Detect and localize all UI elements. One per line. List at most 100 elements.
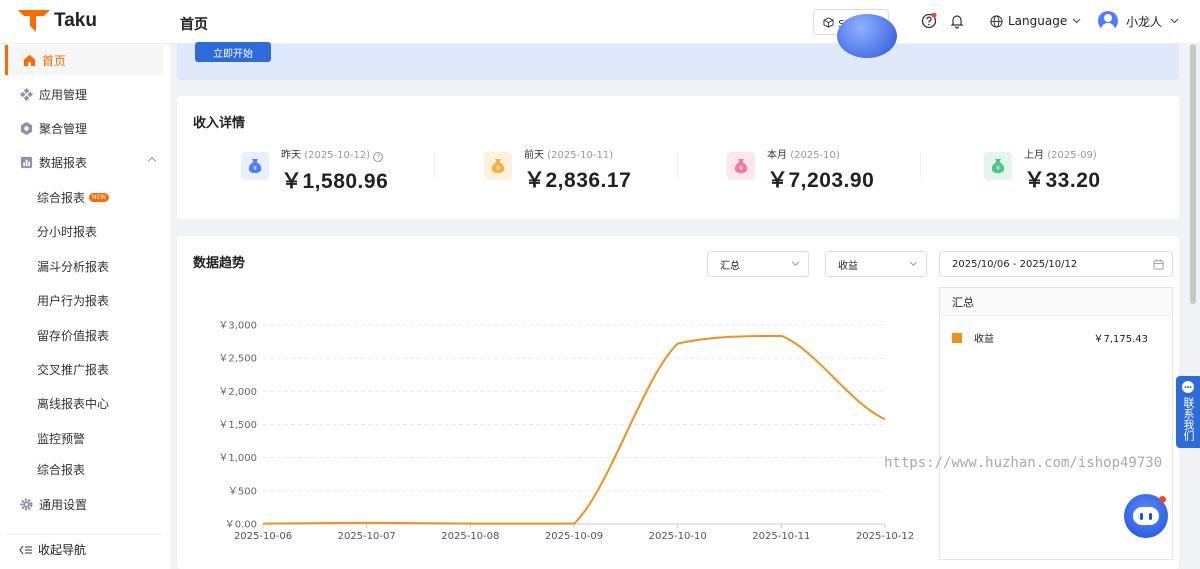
income-title: 收入详情 [193, 116, 246, 131]
sidebar-item-label: 漏斗分析报表 [37, 259, 110, 274]
stat-day-before: ¥ 前天 (2025-10-11) ￥2,836.17 [484, 146, 631, 194]
language-selector[interactable]: Language [990, 14, 1081, 28]
assistant-bot-button[interactable] [1124, 494, 1168, 538]
legend-series-value: ￥7,175.43 [1093, 334, 1148, 345]
chevron-down-icon [1170, 18, 1179, 24]
y-tick-label: ￥500 [228, 486, 257, 497]
stat-this-month: ¥ 本月 (2025-10) ￥7,203.90 [727, 146, 874, 194]
sidebar-item-overview-report[interactable]: 综合报表 NEW [5, 182, 163, 212]
group-select[interactable]: 汇总 [707, 251, 809, 277]
stat-label: 上月 [1024, 150, 1044, 161]
contact-us-label: 联系我们 [1182, 397, 1195, 441]
y-tick-label: ￥1,000 [218, 453, 257, 464]
sidebar-item-funnel-report[interactable]: 漏斗分析报表 [5, 251, 163, 281]
stat-value: ￥1,580.96 [281, 170, 389, 193]
aggregate-icon [19, 121, 33, 135]
money-bag-icon: ¥ [727, 152, 755, 180]
settings-icon [19, 497, 33, 511]
sidebar-item-apps[interactable]: 应用管理 [5, 79, 163, 109]
revenue-line-chart: ￥0.00￥500￥1,000￥1,500￥2,000￥2,500￥3,000 … [218, 321, 914, 543]
money-bag-icon: ¥ [241, 152, 269, 180]
collapse-nav-label: 收起导航 [38, 543, 87, 557]
logo[interactable]: Taku [18, 10, 97, 32]
globe-icon [990, 14, 1003, 28]
sidebar-item-overview-report-2[interactable]: 综合报表 [5, 456, 163, 478]
sidebar-item-label: 聚合管理 [39, 121, 88, 136]
language-label: Language [1008, 14, 1068, 28]
y-tick-label: ￥0.00 [225, 520, 257, 531]
sidebar-item-monitoring[interactable]: 监控预警 [5, 423, 163, 453]
username: 小龙人 [1126, 14, 1163, 29]
chevron-down-icon [1072, 18, 1081, 24]
stat-yesterday: ¥ 昨天 (2025-10-12) ? ￥1,580.96 [241, 146, 388, 195]
sidebar-item-cross-promo-report[interactable]: 交叉推广报表 [5, 354, 163, 384]
scrollbar[interactable] [1190, 44, 1196, 304]
chevron-up-icon [147, 156, 157, 166]
x-tick-label: 2025-10-12 [856, 531, 914, 542]
x-tick-label: 2025-10-06 [234, 531, 292, 542]
user-menu[interactable]: 小龙人 [1098, 11, 1179, 31]
sidebar-item-label: 应用管理 [39, 87, 88, 102]
sidebar-item-hourly-report[interactable]: 分小时报表 [5, 216, 163, 246]
sidebar-item-label: 留存价值报表 [37, 328, 110, 343]
stat-label: 本月 [767, 150, 787, 161]
sidebar-item-aggregate[interactable]: 聚合管理 [5, 113, 163, 143]
group-select-value: 汇总 [720, 260, 740, 272]
package-icon [823, 16, 834, 28]
divider [677, 152, 678, 178]
stat-value: ￥7,203.90 [767, 169, 875, 192]
stat-label: 昨天 [281, 150, 301, 161]
sidebar-item-offline-report[interactable]: 离线报表中心 [5, 388, 163, 418]
series-line[interactable] [262, 334, 886, 525]
new-badge: NEW [89, 192, 110, 202]
help-icon[interactable] [921, 13, 937, 29]
sidebar-item-label: 离线报表中心 [37, 396, 110, 411]
help-icon[interactable]: ? [373, 152, 384, 162]
contact-us-tab[interactable]: 联系我们 [1176, 376, 1200, 448]
collapse-icon [19, 544, 32, 556]
date-range-value: 2025/10/06 - 2025/10/12 [952, 258, 1078, 270]
x-tick-label: 2025-10-11 [752, 531, 810, 542]
stat-date: (2025-10-12) [304, 150, 371, 161]
svg-text:¥: ¥ [496, 165, 500, 172]
avatar [1098, 11, 1118, 31]
svg-text:¥: ¥ [739, 165, 743, 172]
legend-row[interactable]: 收益 ￥7,175.43 [952, 330, 1148, 345]
sidebar: 首页 应用管理 聚合管理 数据报表 综合报表 NEW 分小时报表 漏斗分析报表 … [0, 44, 170, 569]
robot-icon [1133, 507, 1159, 525]
bell-icon[interactable] [949, 13, 965, 29]
stat-label: 前天 [524, 150, 544, 161]
chevron-down-icon [791, 258, 800, 267]
y-tick-label: ￥3,000 [218, 321, 257, 332]
x-tick-label: 2025-10-08 [441, 531, 499, 542]
y-tick-label: ￥2,500 [218, 354, 257, 365]
report-icon [19, 155, 33, 169]
stat-last-month: ¥ 上月 (2025-09) ￥33.20 [984, 146, 1101, 194]
money-bag-icon: ¥ [984, 152, 1012, 180]
stat-date: (2025-09) [1047, 150, 1097, 161]
start-now-button[interactable]: 立即开始 [195, 42, 271, 62]
sidebar-item-label: 通用设置 [39, 497, 88, 512]
sidebar-item-label: 分小时报表 [37, 224, 98, 239]
legend-title: 汇总 [940, 288, 1172, 316]
metric-select[interactable]: 收益 [825, 251, 927, 277]
sidebar-item-settings[interactable]: 通用设置 [5, 489, 163, 519]
stat-date: (2025-10-11) [547, 150, 614, 161]
collapse-nav-button[interactable]: 收起导航 [5, 534, 163, 564]
stat-date: (2025-10) [790, 150, 840, 161]
sidebar-item-label: 交叉推广报表 [37, 362, 110, 377]
top-bar: Taku 首页 SDK下载 Language 小龙人 [0, 0, 1200, 44]
y-tick-label: ￥2,000 [218, 387, 257, 398]
date-range-picker[interactable]: 2025/10/06 - 2025/10/12 [939, 251, 1173, 277]
sidebar-item-user-behavior-report[interactable]: 用户行为报表 [5, 285, 163, 315]
svg-text:¥: ¥ [253, 165, 257, 172]
sidebar-item-retention-report[interactable]: 留存价值报表 [5, 320, 163, 350]
x-tick-label: 2025-10-09 [545, 531, 603, 542]
sidebar-item-home[interactable]: 首页 [5, 45, 163, 75]
legend-series-label: 收益 [974, 334, 994, 345]
sidebar-item-reports[interactable]: 数据报表 [5, 147, 163, 177]
logo-text: Taku [54, 10, 97, 31]
notification-dot [1159, 496, 1166, 503]
income-card: 收入详情 ¥ 昨天 (2025-10-12) ? ￥1,580.96 ¥ 前天 … [177, 96, 1179, 219]
svg-text:¥: ¥ [996, 165, 1000, 172]
